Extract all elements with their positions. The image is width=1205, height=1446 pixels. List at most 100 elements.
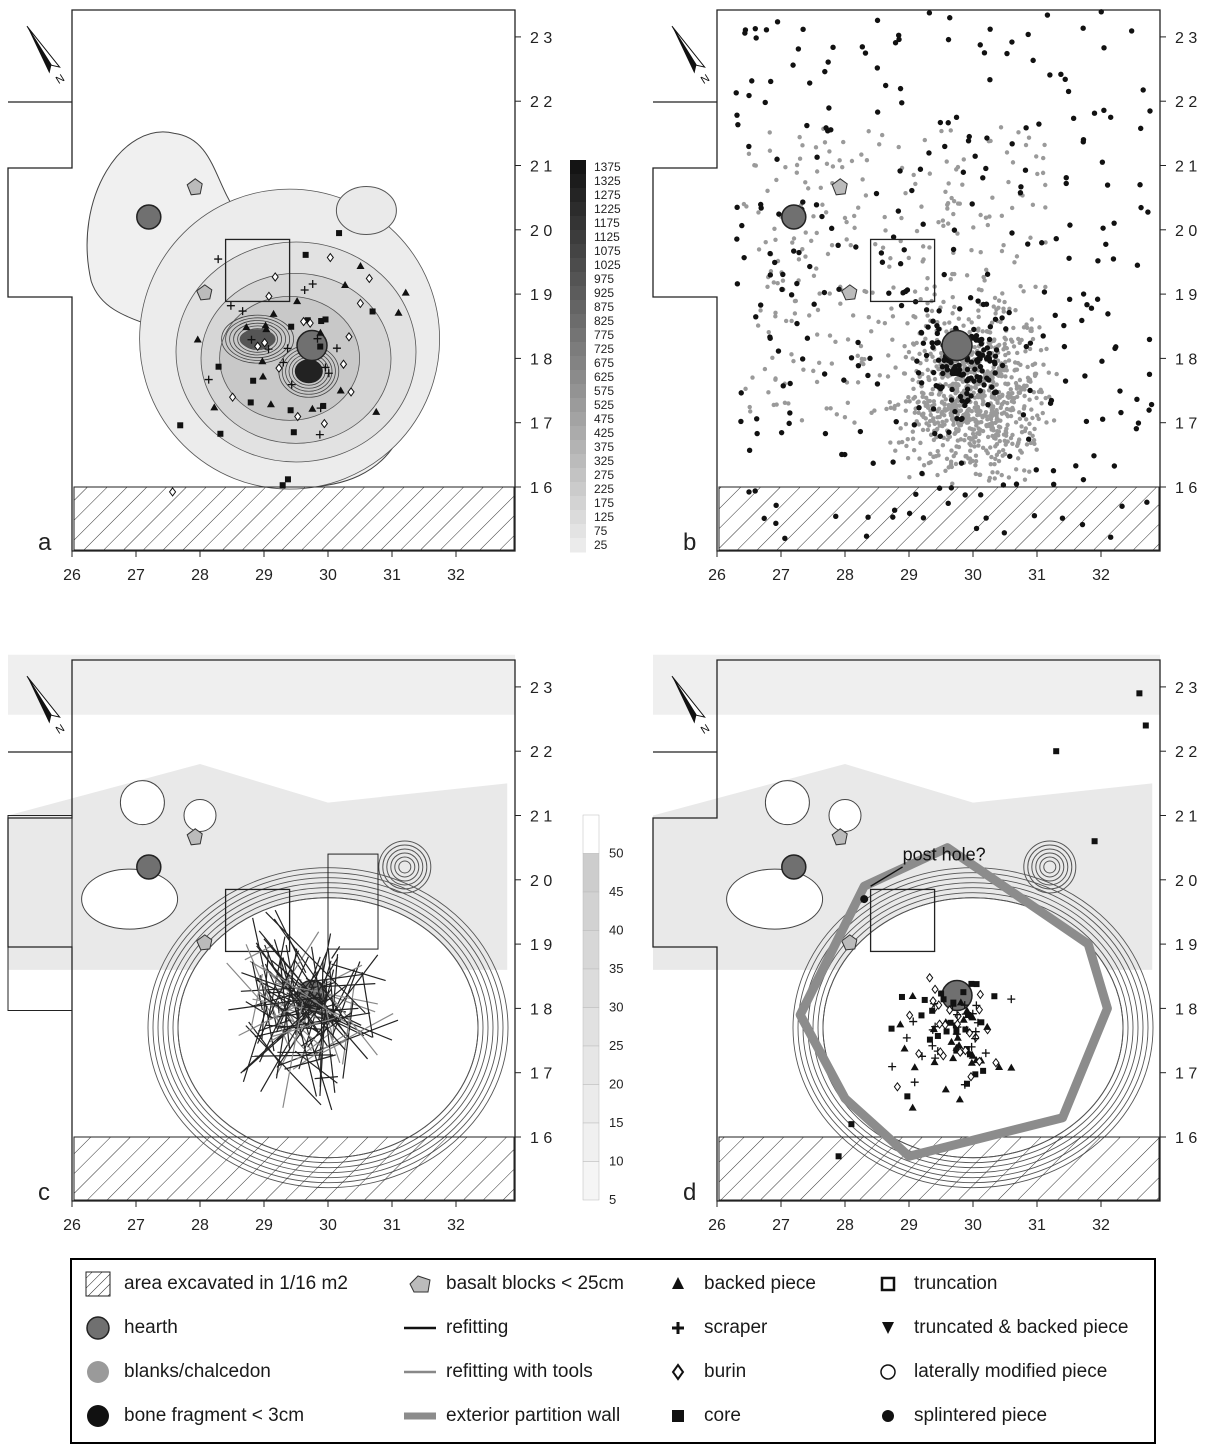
blank-point: [1011, 344, 1017, 349]
bone-fragment-point: [867, 355, 873, 362]
refit-line: [245, 1001, 273, 1019]
blank-point: [792, 311, 798, 316]
blank-point: [936, 453, 941, 458]
blank-point: [820, 202, 825, 207]
bone-fragment-point: [954, 368, 960, 375]
y-tick-label: 2 0: [1175, 223, 1197, 240]
bone-fragment-point: [819, 213, 825, 220]
bone-fragment-point: [1009, 141, 1015, 147]
scale-swatch: [570, 174, 586, 189]
backed-piece-marker: [401, 288, 410, 296]
bone-fragment-point: [897, 85, 904, 92]
blank-point: [1034, 154, 1039, 159]
bone-fragment-point: [1017, 189, 1024, 196]
blank-point: [928, 451, 933, 457]
blank-point: [980, 428, 986, 434]
bone-fragment-point: [987, 26, 993, 32]
bone-fragment-point: [960, 371, 967, 377]
scale-label: 425: [594, 426, 614, 440]
bone-fragment-point: [965, 138, 972, 144]
y-tick-label: 1 9: [530, 287, 552, 304]
density-contour: [219, 295, 361, 421]
burin-marker: [975, 1056, 984, 1067]
bone-fragment-point: [964, 386, 971, 392]
bone-fragment-point: [857, 428, 864, 435]
scale-swatch: [570, 286, 586, 301]
blank-point: [744, 204, 749, 209]
bone-fragment-point: [911, 422, 918, 428]
bone-fragment-point: [890, 459, 896, 465]
blank-point: [906, 394, 911, 400]
legend-item-splintered: splintered piece: [870, 1402, 1047, 1430]
blank-point: [992, 435, 998, 440]
bone-fragment-point: [979, 336, 985, 343]
core-marker: [320, 402, 327, 409]
blank-point: [985, 422, 991, 428]
bone-fragment-point: [937, 433, 943, 439]
blank-point: [903, 408, 908, 413]
bone-fragment-point: [930, 406, 937, 412]
bone-fragment-point: [1050, 468, 1057, 474]
bone-fragment-point: [734, 281, 741, 287]
scale-swatch: [570, 538, 586, 553]
bone-fragment-point: [1079, 521, 1086, 528]
blank-point: [953, 430, 958, 435]
scale-label: 45: [609, 884, 623, 899]
blank-point: [770, 355, 775, 360]
blank-point: [987, 214, 992, 219]
blank-point: [952, 304, 957, 310]
bone-fragment-point: [1058, 71, 1064, 78]
blank-point: [945, 206, 950, 211]
panel-letter: c: [38, 1179, 50, 1206]
blank-point: [927, 398, 933, 404]
bone-fragment-point: [895, 208, 902, 214]
blank-point: [1003, 428, 1008, 434]
bone-fragment-point: [882, 82, 889, 89]
blank-point: [968, 437, 974, 442]
blank-point: [985, 434, 991, 440]
burin-marker: [365, 273, 373, 284]
blank-point: [818, 185, 823, 190]
blank-point: [1014, 443, 1020, 449]
scale-swatch: [570, 412, 586, 427]
bone-fragment-point: [879, 259, 886, 265]
core-marker: [926, 1036, 933, 1043]
bone-fragment-point: [1135, 420, 1142, 426]
splintered-piece-marker: [860, 895, 869, 904]
blank-point: [899, 439, 905, 445]
blank-point: [950, 294, 955, 300]
blank-point: [870, 290, 875, 295]
blank-point: [1018, 283, 1023, 289]
scale-swatch: [582, 891, 600, 931]
inverted-triangle-icon: [870, 1314, 906, 1342]
blank-point: [1025, 325, 1030, 331]
blank-point: [943, 468, 948, 473]
blank-point: [1046, 370, 1051, 375]
scale-label: 50: [609, 846, 623, 861]
blank-point: [992, 295, 998, 301]
blank-point: [910, 356, 915, 361]
bone-fragment-point: [983, 165, 989, 172]
blank-point: [1039, 401, 1044, 406]
blank-point: [1002, 451, 1008, 457]
blank-point: [985, 450, 990, 456]
blank-point: [960, 182, 965, 187]
blank-point: [1006, 350, 1011, 356]
bone-fragment-point: [919, 470, 925, 477]
blank-point: [825, 251, 831, 257]
y-tick-label: 1 8: [530, 351, 552, 368]
refit-line: [285, 944, 301, 1023]
refit-tools-line: [269, 1019, 306, 1043]
scale-label: 10: [609, 1154, 623, 1169]
bone-fragment-point: [987, 358, 993, 364]
blank-point: [907, 399, 912, 404]
blank-point: [905, 455, 911, 461]
bone-fragment-point: [987, 324, 994, 330]
bone-fragment-point: [1066, 255, 1072, 261]
blank-point: [911, 448, 917, 453]
blank-point: [925, 301, 930, 306]
backed-piece-marker: [193, 335, 202, 343]
blank-point: [928, 351, 933, 357]
blank-point: [973, 471, 979, 477]
scraper-marker: [967, 1042, 976, 1051]
